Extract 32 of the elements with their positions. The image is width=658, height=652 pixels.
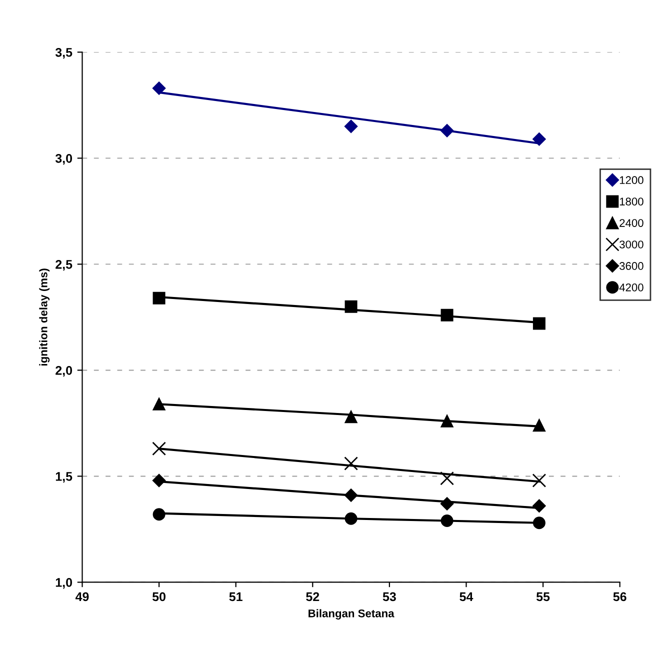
- x-tick-label: 52: [306, 592, 320, 602]
- point: [440, 471, 454, 486]
- y-tick-label: 2,0: [56, 366, 72, 377]
- legend-label: 3000: [620, 240, 644, 248]
- y-tick-label: 1,5: [56, 472, 72, 483]
- point: [152, 442, 166, 456]
- x-tick-label: 55: [536, 592, 550, 602]
- y-tick-label: 1,0: [56, 578, 72, 589]
- legend-label: 4200: [619, 284, 644, 292]
- point: [532, 474, 546, 488]
- point: [152, 82, 166, 95]
- x-tick-label: 56: [613, 592, 626, 602]
- point: [152, 398, 166, 410]
- point: [152, 292, 166, 304]
- y-tick-label: 3,0: [55, 154, 72, 165]
- x-tick-label: 49: [75, 592, 89, 602]
- y-axis-title: ignition delay (ms): [39, 268, 50, 366]
- legend-label: 1800: [620, 198, 644, 206]
- x-tick-label: 53: [382, 592, 396, 602]
- legend-label: 1200: [620, 176, 644, 184]
- x-tick-label: 50: [152, 592, 166, 602]
- x-tick-label: 54: [460, 592, 474, 602]
- y-tick-label: 3,5: [55, 48, 72, 59]
- y-tick-label: 2,5: [56, 260, 72, 271]
- point: [532, 317, 546, 330]
- point: [344, 456, 358, 470]
- point: [532, 132, 546, 146]
- point: [344, 120, 358, 133]
- x-tick-label: 51: [229, 592, 242, 602]
- legend-label: 2400: [620, 219, 644, 227]
- x-axis-title: Bilangan Setana: [308, 609, 394, 620]
- legend-label: 3600: [620, 262, 644, 270]
